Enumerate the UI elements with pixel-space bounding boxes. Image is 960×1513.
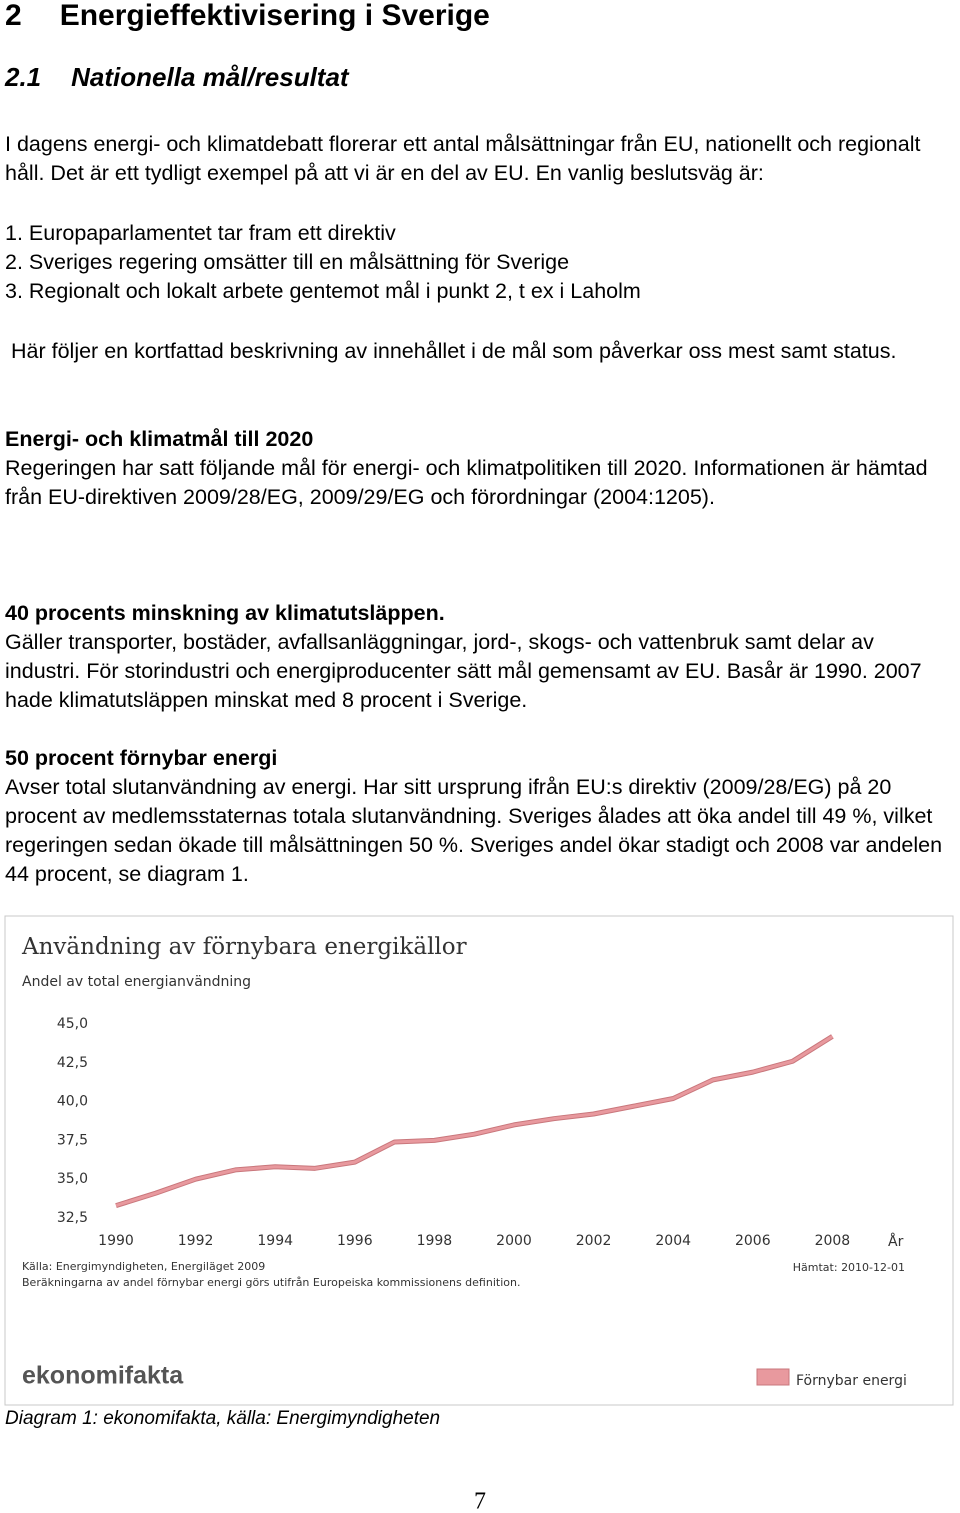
- x-axis-label: År: [888, 1233, 904, 1250]
- intro: I dagens energi- och klimatdebatt florer…: [5, 132, 921, 185]
- block-text: Regeringen har satt följande mål för ene…: [5, 456, 928, 509]
- summary: Här följer en kortfattad beskrivning av …: [11, 339, 897, 363]
- chart-subtitle: Andel av total energianvändning: [22, 974, 251, 990]
- source: Källa: Energimyndigheten, Energiläget 20…: [22, 1260, 265, 1273]
- section-heading: 2 Energieffektivisering i Sverige: [5, 0, 950, 36]
- x-tick-label: 2006: [735, 1233, 771, 1249]
- y-tick-label: 42,5: [57, 1055, 88, 1071]
- x-tick-label: 2000: [496, 1233, 532, 1249]
- x-tick-label: 2002: [576, 1233, 612, 1249]
- section-title: Energieffektivisering i Sverige: [59, 0, 490, 32]
- retrieved: Hämtat: 2010-12-01: [793, 1261, 905, 1274]
- x-tick-label: 1990: [98, 1233, 134, 1249]
- y-tick-label: 40,0: [57, 1094, 88, 1110]
- x-tick-label: 1996: [337, 1233, 373, 1249]
- chart-title: Användning av förnybara energikällor: [21, 934, 467, 960]
- x-tick-label: 1992: [178, 1233, 214, 1249]
- step: 3. Regionalt och lokalt arbete gentemot …: [5, 279, 641, 303]
- x-tick-label: 2008: [815, 1233, 851, 1249]
- note: Beräkningarna av andel förnybar energi g…: [22, 1276, 520, 1289]
- x-tick-label: 1994: [257, 1233, 293, 1249]
- legend-label: Förnybar energi: [796, 1373, 907, 1389]
- section-number: 2: [5, 0, 22, 32]
- x-tick-label: 1998: [417, 1233, 453, 1249]
- block-heading: Energi- och klimatmål till 2020: [5, 427, 314, 451]
- subsection-title: Nationella mål/resultat: [71, 62, 349, 92]
- logo: ekonomifakta: [22, 1362, 184, 1390]
- block-text: Avser total slutanvändning av energi. Ha…: [5, 775, 943, 886]
- page-number: 7: [474, 1489, 486, 1513]
- step: 2. Sveriges regering omsätter till en må…: [5, 250, 570, 274]
- subsection-number: 2.1: [5, 62, 42, 92]
- step: 1. Europaparlamentet tar fram ett direkt…: [5, 221, 396, 245]
- y-tick-label: 32,5: [57, 1210, 88, 1226]
- chart-frame: [4, 915, 954, 1406]
- y-tick-label: 37,5: [57, 1132, 88, 1148]
- block-text: Gäller transporter, bostäder, avfallsanl…: [5, 630, 922, 712]
- block-heading: 40 procents minskning av klimatutsläppen…: [5, 601, 445, 625]
- x-tick-label: 2004: [655, 1233, 691, 1249]
- caption: Diagram 1: ekonomifakta, källa: Energimy…: [5, 1408, 441, 1429]
- y-tick-label: 35,0: [57, 1171, 88, 1187]
- y-tick-label: 45,0: [57, 1016, 88, 1032]
- block-heading: 50 procent förnybar energi: [5, 746, 278, 770]
- line-outline: [115, 1034, 834, 1208]
- data-line: [115, 1035, 834, 1208]
- subsection-heading: 2.1 Nationella mål/resultat: [5, 60, 950, 94]
- legend-swatch: [756, 1368, 790, 1386]
